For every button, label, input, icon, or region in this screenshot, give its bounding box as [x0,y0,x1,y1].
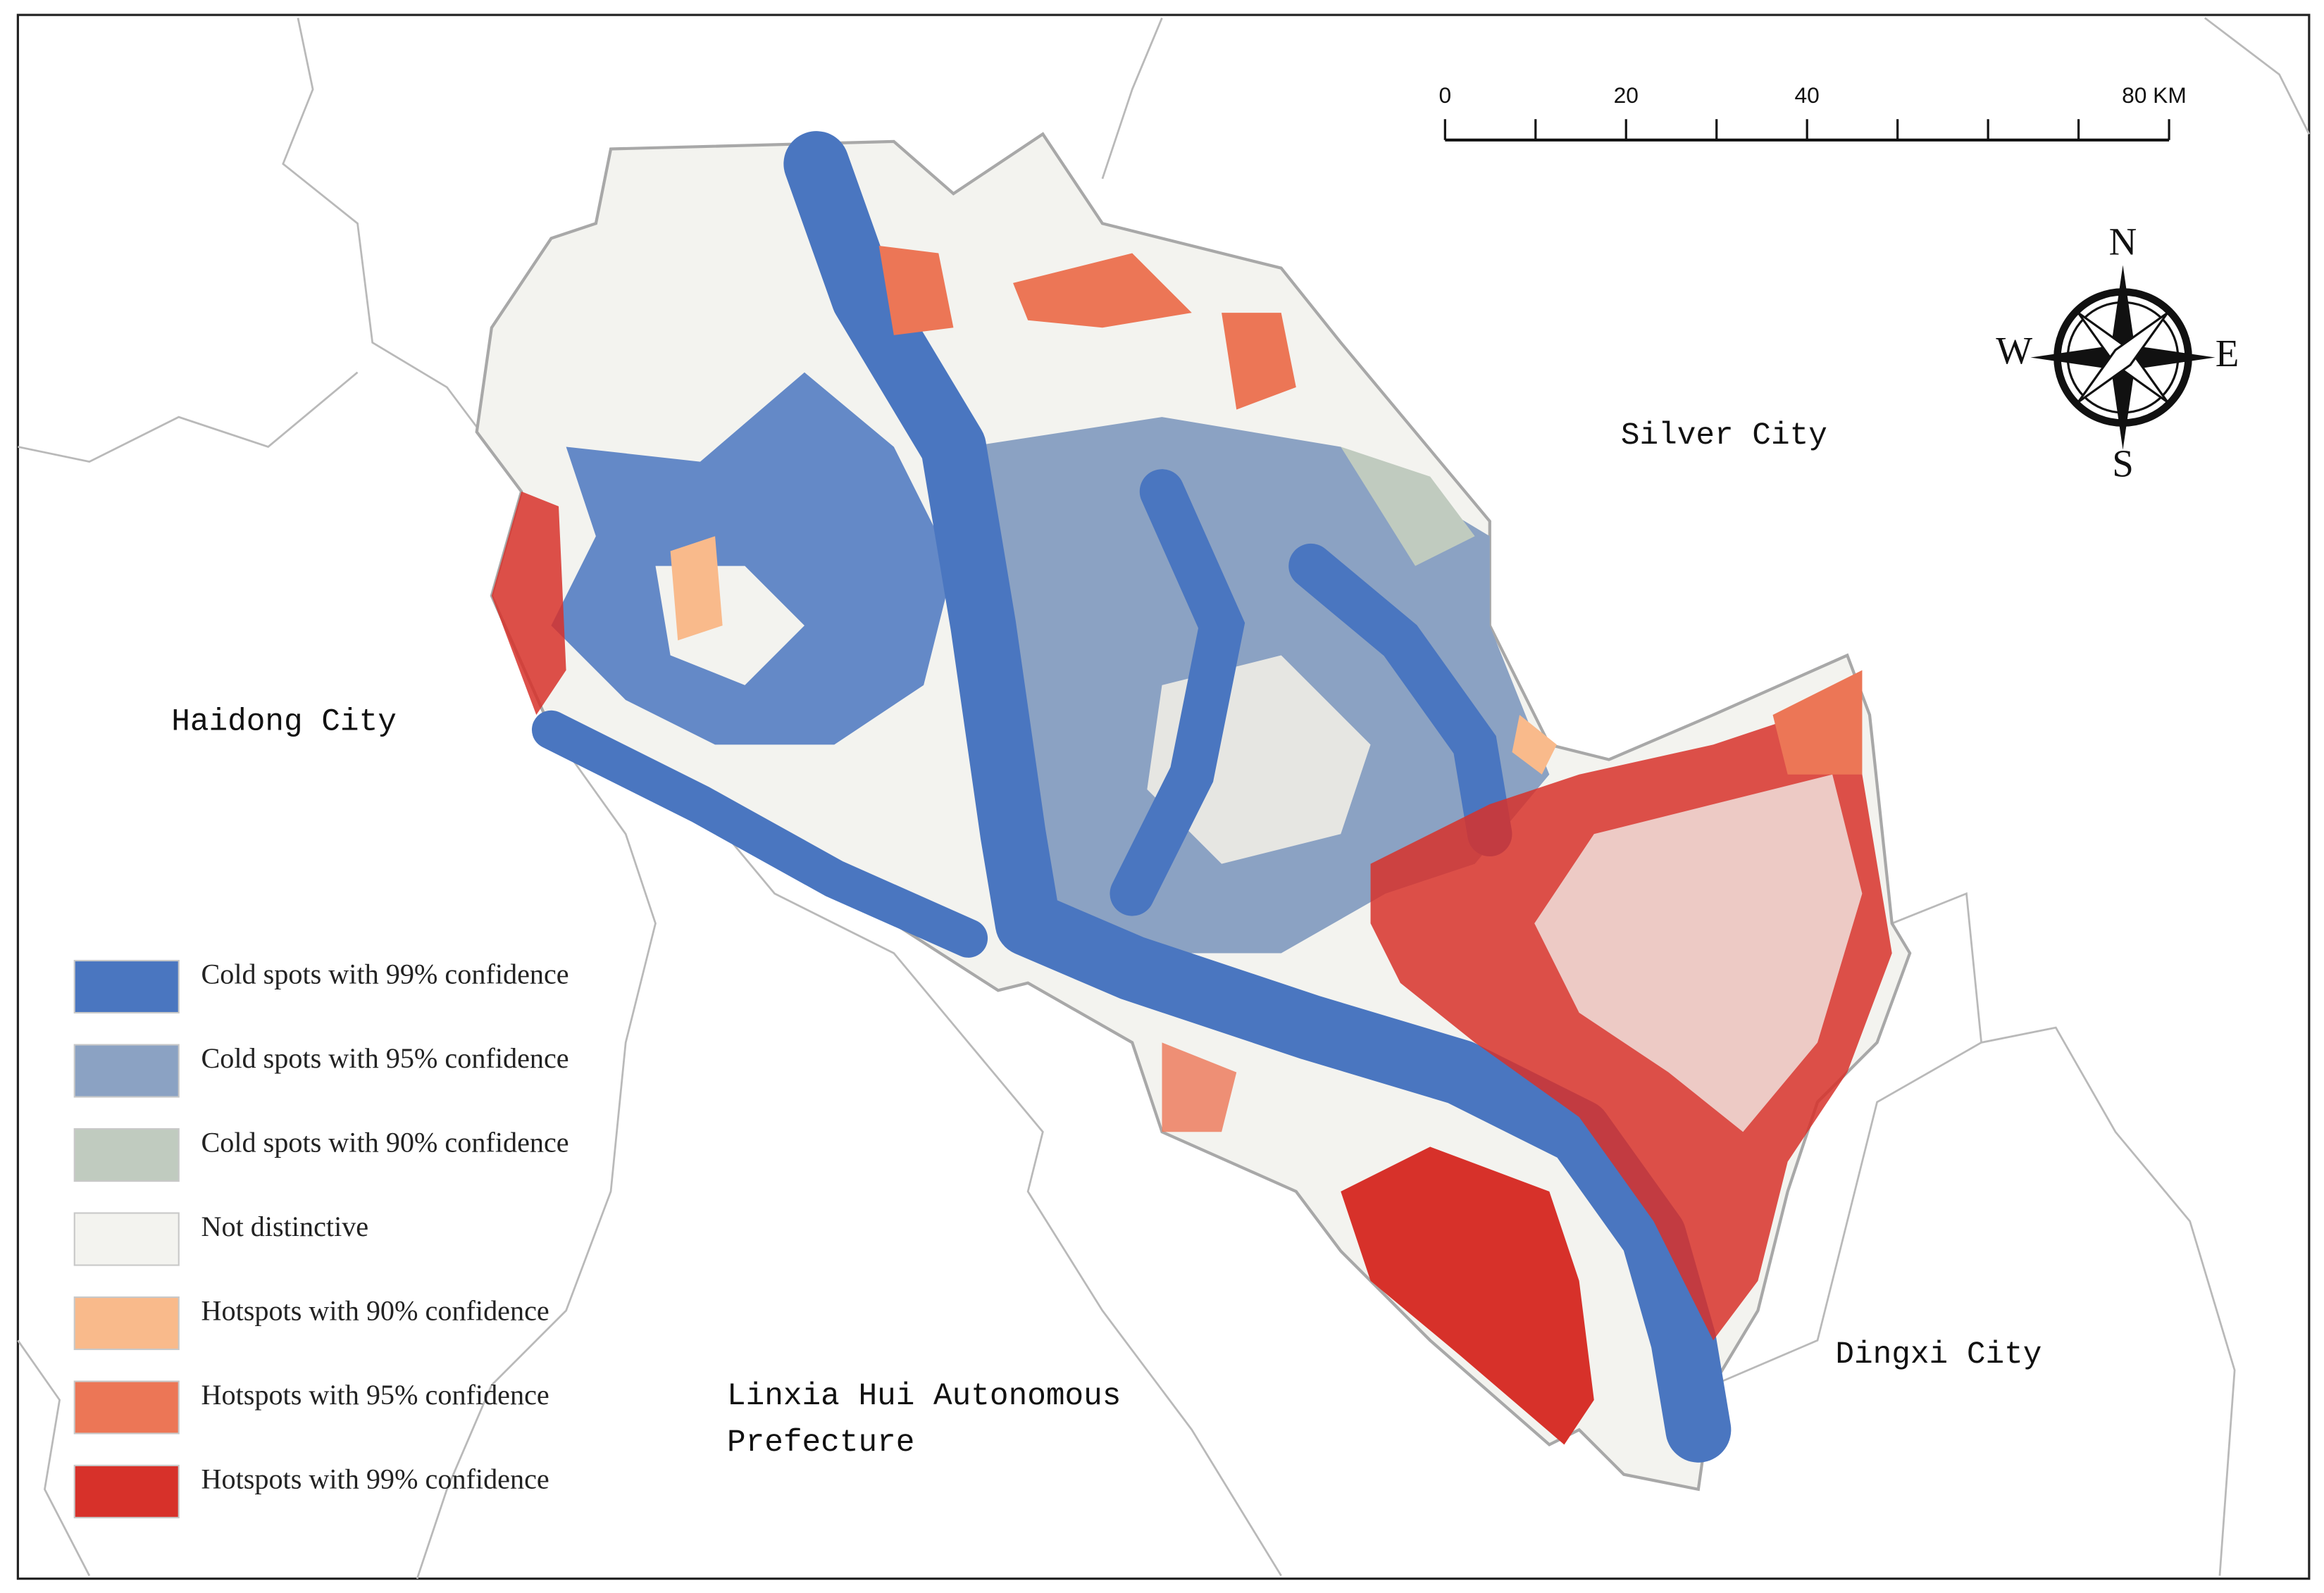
boundary [1101,17,1163,180]
cold-90-zone [1341,446,1475,566]
legend-label: Cold spots with 90% confidence [201,1126,568,1158]
hot-99-zone [491,491,566,716]
cold-99-branch [1288,543,1512,857]
legend-label: Cold spots with 99% confidence [201,958,568,990]
scale-label: 0 [1438,82,1451,108]
cold-99-zone [551,372,954,745]
legend-swatch [73,1044,180,1098]
legend-swatch [73,959,180,1014]
boundary [282,18,492,448]
legend-swatch [73,1464,180,1519]
place-label: Dingxi City [1835,1337,2042,1373]
place-labels: Haidong City Silver City Dingxi City Linxia… [171,418,2042,1461]
legend-swatch [73,1127,180,1182]
hot-90-zone [1512,715,1557,775]
hot-95-zone [1162,1042,1237,1132]
legend-swatch [73,1380,180,1435]
cold-99-edge [531,710,988,958]
scale-bar: 0 20 40 80 KM [1438,82,2187,142]
boundary [416,729,657,1580]
legend-label: Cold spots with 95% confidence [201,1042,568,1074]
scale-label: 40 [1795,82,1820,108]
hot-90-zone [670,536,723,641]
boundary [699,804,1282,1577]
place-label: Linxia Hui Autonomous [727,1379,1121,1414]
hot-95-zone [1013,253,1192,328]
hot-95-zone [878,245,954,335]
legend-label: Hotspots with 99% confidence [201,1463,549,1494]
compass-east: E [2216,332,2239,375]
study-area [475,131,1912,1492]
scale-label: 80 KM [2122,82,2187,108]
legend-label: Hotspots with 95% confidence [201,1379,549,1411]
boundary [2204,17,2311,135]
legend: Cold spots with 99% confidence Cold spots… [73,958,569,1519]
compass: N S W E [1996,220,2239,485]
hot-99-zone [1341,1147,1594,1445]
boundary [1713,1026,2236,1576]
place-label: Haidong City [171,704,397,739]
cold-99-river [783,131,1732,1463]
hot-95-zone [1772,670,1863,775]
boundary [1891,892,1982,1043]
neutral-patch [1534,774,1863,1132]
boundary [17,1339,91,1577]
compass-west: W [1996,329,2032,372]
place-label: Silver City [1621,418,1827,454]
place-label: Prefecture [727,1425,914,1461]
boundary [18,371,359,463]
scale-label: 20 [1614,82,1639,108]
hot-95-zone [1222,313,1296,410]
legend-label: Hotspots with 90% confidence [201,1294,549,1326]
legend-label: Not distinctive [201,1211,368,1242]
legend-swatch [73,1296,180,1351]
compass-south: S [2112,442,2134,485]
cold-99-branch [1110,469,1245,916]
compass-star [2077,311,2169,404]
compass-north: N [2109,220,2137,263]
admin-boundaries [17,17,2311,1580]
legend-swatch [73,1212,180,1266]
